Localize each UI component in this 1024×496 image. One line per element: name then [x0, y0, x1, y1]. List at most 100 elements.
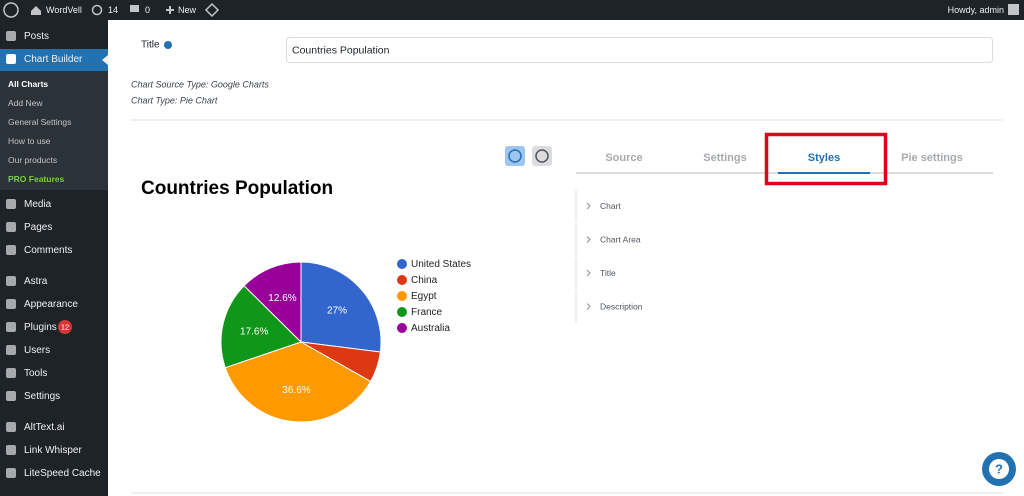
help-label[interactable]: ? — [995, 461, 1003, 476]
menu-icon — [6, 31, 16, 41]
legend-swatch — [397, 275, 407, 285]
chart-title: Countries Population — [141, 178, 333, 199]
submenu-item[interactable]: All Charts — [8, 79, 48, 89]
pie-icon — [508, 149, 522, 163]
menu-icon — [6, 222, 16, 232]
legend-swatch — [397, 259, 407, 269]
submenu-item[interactable]: Add New — [8, 98, 43, 108]
section-header[interactable]: Title — [600, 268, 616, 278]
plugins-badge — [58, 320, 72, 334]
pie-slice — [220, 285, 302, 369]
help-inner — [989, 459, 1009, 479]
wp-logo[interactable] — [3, 2, 19, 18]
menu-item[interactable]: Plugins — [24, 322, 57, 333]
chevron — [586, 303, 591, 310]
active-menu-bg — [0, 49, 108, 71]
slice-label: 12.6% — [268, 293, 296, 304]
slice-label: 36.6% — [282, 385, 310, 396]
tab[interactable]: Pie settings — [901, 152, 963, 164]
pie-slice — [224, 341, 372, 423]
menu-icon — [6, 422, 16, 432]
menu-item[interactable]: Settings — [24, 391, 60, 402]
pie-chart: 27% 36.6% 17.6% 12.6% United States China Egyp… — [220, 259, 471, 423]
menu: Posts Chart Builder Media Pages Comments Astr… — [6, 31, 101, 479]
menu-item[interactable]: Chart Builder — [24, 54, 83, 65]
legend-label: Egypt — [411, 291, 437, 302]
tab[interactable]: Source — [605, 152, 642, 164]
slice-label: 17.6% — [240, 326, 268, 337]
pie-slice — [300, 261, 382, 353]
submenu-item[interactable]: PRO Features — [8, 174, 64, 184]
section-header[interactable]: Chart — [600, 201, 621, 211]
menu-item[interactable]: AltText.ai — [24, 422, 65, 433]
legend-label: China — [411, 275, 438, 286]
submenu-item[interactable]: General Settings — [8, 117, 71, 127]
legend-swatch — [397, 291, 407, 301]
menu-item[interactable]: Pages — [24, 222, 52, 233]
menu-icon — [6, 54, 16, 64]
submenu-item[interactable]: How to use — [8, 136, 51, 146]
submenu-bg — [0, 71, 108, 190]
active-arrow — [102, 55, 108, 65]
donut-icon-button[interactable] — [532, 146, 552, 166]
pie-slice — [243, 261, 302, 344]
slice-label: 27% — [327, 305, 347, 316]
menu-icon — [6, 276, 16, 286]
menu-icon — [6, 368, 16, 378]
menu-icon — [6, 299, 16, 309]
style-sections: Chart Chart Area Title Description — [575, 190, 643, 323]
legend-swatch — [397, 323, 407, 333]
pie-icon-button[interactable] — [505, 146, 525, 166]
menu-icon — [6, 199, 16, 209]
menu-icon — [6, 445, 16, 455]
menu-item[interactable]: Appearance — [24, 299, 78, 310]
tab[interactable]: Styles — [808, 152, 840, 164]
menu-icon — [6, 245, 16, 255]
chevron — [586, 202, 591, 210]
menu-icon — [6, 468, 16, 478]
title-label: Title — [141, 40, 160, 51]
legend-label: United States — [411, 259, 471, 270]
comments-count[interactable]: 0 — [145, 5, 150, 15]
comments-icon — [130, 5, 139, 12]
menu-item[interactable]: Tools — [24, 368, 47, 379]
title-input[interactable] — [286, 37, 993, 63]
home-icon — [31, 6, 41, 15]
tab[interactable]: Settings — [703, 152, 746, 164]
menu-item[interactable]: Astra — [24, 276, 48, 287]
menu-item[interactable]: Users — [24, 345, 50, 356]
tabs: Source Settings Styles Pie settings — [605, 152, 963, 164]
section-header[interactable]: Chart Area — [600, 234, 641, 244]
donut-icon — [535, 149, 549, 163]
menu-icon — [6, 345, 16, 355]
admin-bar — [0, 0, 1024, 20]
avatar[interactable] — [1008, 4, 1019, 15]
legend-swatch — [397, 307, 407, 317]
plugin-icon — [204, 2, 220, 18]
menu-item[interactable]: LiteSpeed Cache — [24, 468, 101, 479]
plugins-badge-count: 12 — [61, 322, 69, 331]
chevron — [586, 269, 591, 277]
section-header[interactable]: Description — [600, 301, 643, 311]
title-input-value[interactable]: Countries Population — [292, 44, 390, 56]
site-name[interactable]: WordVell — [46, 5, 82, 15]
howdy[interactable]: Howdy, admin — [948, 5, 1004, 15]
submenu-item[interactable]: Our products — [8, 155, 57, 165]
legend-label: France — [411, 307, 443, 318]
updates-icon — [91, 4, 103, 16]
updates-count[interactable]: 14 — [108, 5, 118, 15]
menu-item[interactable]: Comments — [24, 245, 72, 256]
menu-item[interactable]: Posts — [24, 31, 49, 42]
menu-item[interactable]: Link Whisper — [24, 445, 82, 456]
legend-label: Australia — [411, 323, 450, 334]
info-icon[interactable] — [164, 41, 172, 49]
highlight-box — [764, 132, 888, 186]
plus-icon — [166, 6, 174, 14]
source-type: Chart Source Type: Google Charts — [131, 79, 269, 89]
menu-item[interactable]: Media — [24, 199, 52, 210]
chevron — [586, 236, 591, 243]
new-link[interactable]: New — [178, 5, 197, 15]
chart-type: Chart Type: Pie Chart — [131, 95, 218, 105]
